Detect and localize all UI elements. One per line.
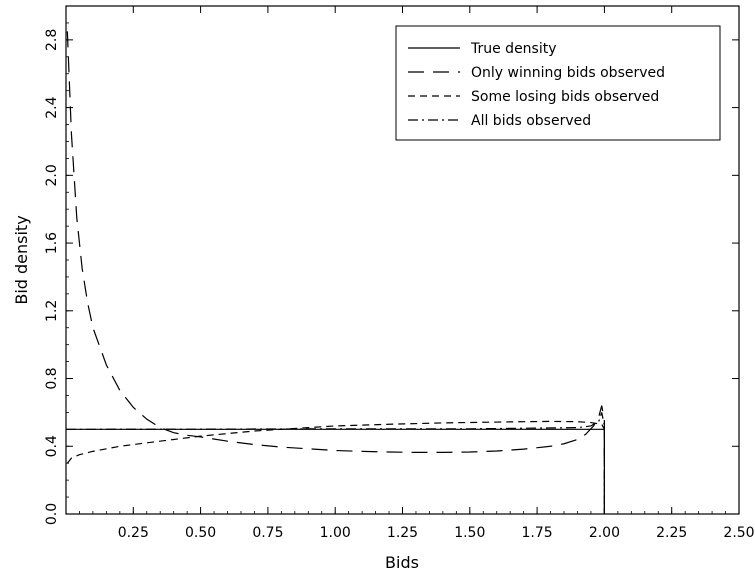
legend-box (395, 25, 721, 141)
y-tick-label: 2.8 (44, 29, 60, 51)
x-tick-label: 1.25 (387, 525, 418, 541)
legend-label-4: All bids observed (471, 113, 591, 129)
x-tick-label: 1.00 (320, 525, 351, 541)
x-tick-label: 0.75 (252, 525, 283, 541)
y-tick-label: 2.0 (44, 164, 60, 186)
y-tick-label: 1.6 (44, 232, 60, 254)
x-tick-label: 2.25 (656, 525, 687, 541)
x-tick-label: 1.75 (522, 525, 553, 541)
x-tick-label: 2.50 (723, 525, 754, 541)
x-tick-label: 2.00 (589, 525, 620, 541)
legend: True density Only winning bids observed So… (395, 25, 721, 141)
y-tick-label: 0.8 (44, 367, 60, 389)
x-axis-ticks: 0.25 0.50 0.75 1.00 1.25 1.50 1.75 2.00 2.25 2.50 (79, 6, 755, 541)
y-tick-label: 0.0 (44, 503, 60, 525)
x-tick-label: 0.50 (185, 525, 216, 541)
y-tick-label: 0.4 (44, 435, 60, 457)
legend-label-3: Some losing bids observed (471, 89, 659, 105)
series-line-3 (66, 420, 606, 514)
legend-label-2: Only winning bids observed (471, 65, 665, 81)
y-axis-title: Bid density (12, 215, 31, 304)
legend-label-1: True density (470, 41, 557, 57)
series-layer (65, 31, 606, 514)
y-tick-label: 2.4 (44, 96, 60, 118)
x-tick-label: 1.50 (454, 525, 485, 541)
y-axis-ticks: 0.0 0.4 0.8 1.2 1.6 2.0 2.4 2.8 (44, 22, 739, 525)
y-tick-label: 1.2 (44, 300, 60, 322)
series-line-1 (66, 428, 606, 514)
x-axis-title: Bids (385, 553, 419, 572)
series-line-4 (65, 412, 606, 514)
x-tick-label: 0.25 (118, 525, 149, 541)
